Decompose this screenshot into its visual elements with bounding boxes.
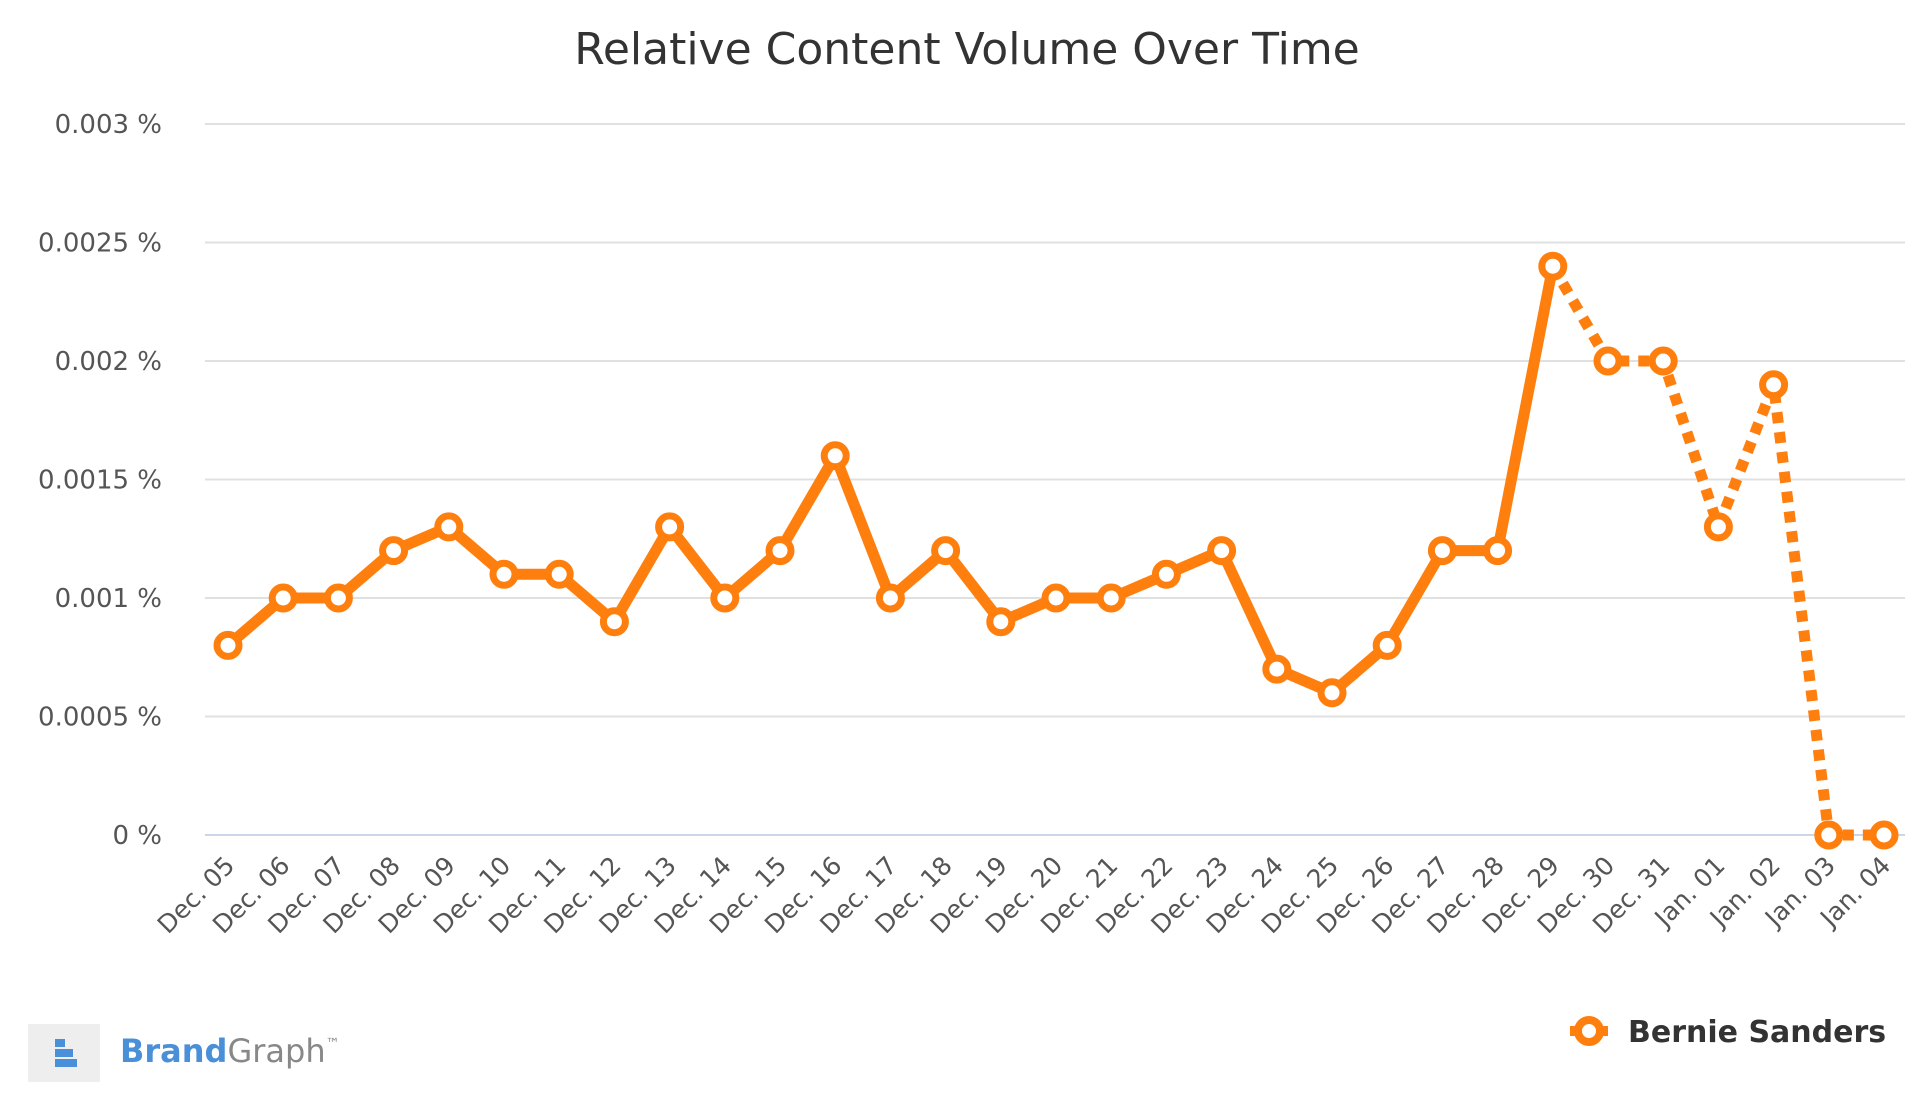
data-point[interactable]: [489, 559, 519, 589]
data-point[interactable]: [655, 512, 685, 542]
data-point[interactable]: [1317, 678, 1347, 708]
data-point[interactable]: [1151, 559, 1181, 589]
grid-lines: [205, 123, 1905, 836]
data-point[interactable]: [1041, 583, 1071, 613]
data-point[interactable]: [434, 512, 464, 542]
legend-marker: [1574, 1016, 1604, 1046]
y-tick-label: 0.002 %: [55, 347, 162, 377]
data-point[interactable]: [931, 536, 961, 566]
y-tick-label: 0.0025 %: [38, 229, 162, 259]
data-point[interactable]: [1703, 512, 1733, 542]
y-tick-label: 0.001 %: [55, 584, 162, 614]
logo-icon: [55, 1039, 77, 1067]
legend-label: Bernie Sanders: [1628, 1015, 1886, 1050]
data-point[interactable]: [1759, 370, 1789, 400]
data-point[interactable]: [1372, 630, 1402, 660]
data-point[interactable]: [875, 583, 905, 613]
data-point[interactable]: [268, 583, 298, 613]
data-point[interactable]: [1538, 251, 1568, 281]
data-point[interactable]: [323, 583, 353, 613]
y-tick-label: 0.0005 %: [38, 703, 162, 733]
data-point[interactable]: [765, 536, 795, 566]
data-point[interactable]: [820, 441, 850, 471]
data-point[interactable]: [379, 536, 409, 566]
data-point[interactable]: [1483, 536, 1513, 566]
legend[interactable]: Bernie Sanders: [1570, 1015, 1886, 1050]
y-tick-label: 0.003 %: [55, 110, 162, 140]
chart-title: Relative Content Volume Over Time: [574, 24, 1360, 75]
data-point[interactable]: [1593, 346, 1623, 376]
y-tick-label: 0.0015 %: [38, 466, 162, 496]
logo-brand: Brand: [120, 1032, 227, 1070]
series-bernie-sanders: [213, 251, 1899, 850]
logo-text: BrandGraph™: [120, 1032, 340, 1070]
data-point[interactable]: [544, 559, 574, 589]
data-point[interactable]: [599, 607, 629, 637]
data-point[interactable]: [213, 630, 243, 660]
data-point[interactable]: [1262, 654, 1292, 684]
data-point[interactable]: [1869, 820, 1899, 850]
data-point[interactable]: [986, 607, 1016, 637]
data-point[interactable]: [710, 583, 740, 613]
data-point[interactable]: [1648, 346, 1678, 376]
logo-graph: Graph: [227, 1032, 325, 1070]
brandgraph-logo[interactable]: BrandGraph™: [28, 1024, 340, 1082]
data-point[interactable]: [1814, 820, 1844, 850]
y-tick-label: 0 %: [112, 821, 162, 851]
y-axis: 0 % 0.0005 % 0.001 % 0.0015 % 0.002 % 0.0025 …: [38, 110, 162, 851]
logo-tm: ™: [326, 1036, 340, 1052]
data-point[interactable]: [1096, 583, 1126, 613]
data-point[interactable]: [1427, 536, 1457, 566]
data-point[interactable]: [1207, 536, 1237, 566]
